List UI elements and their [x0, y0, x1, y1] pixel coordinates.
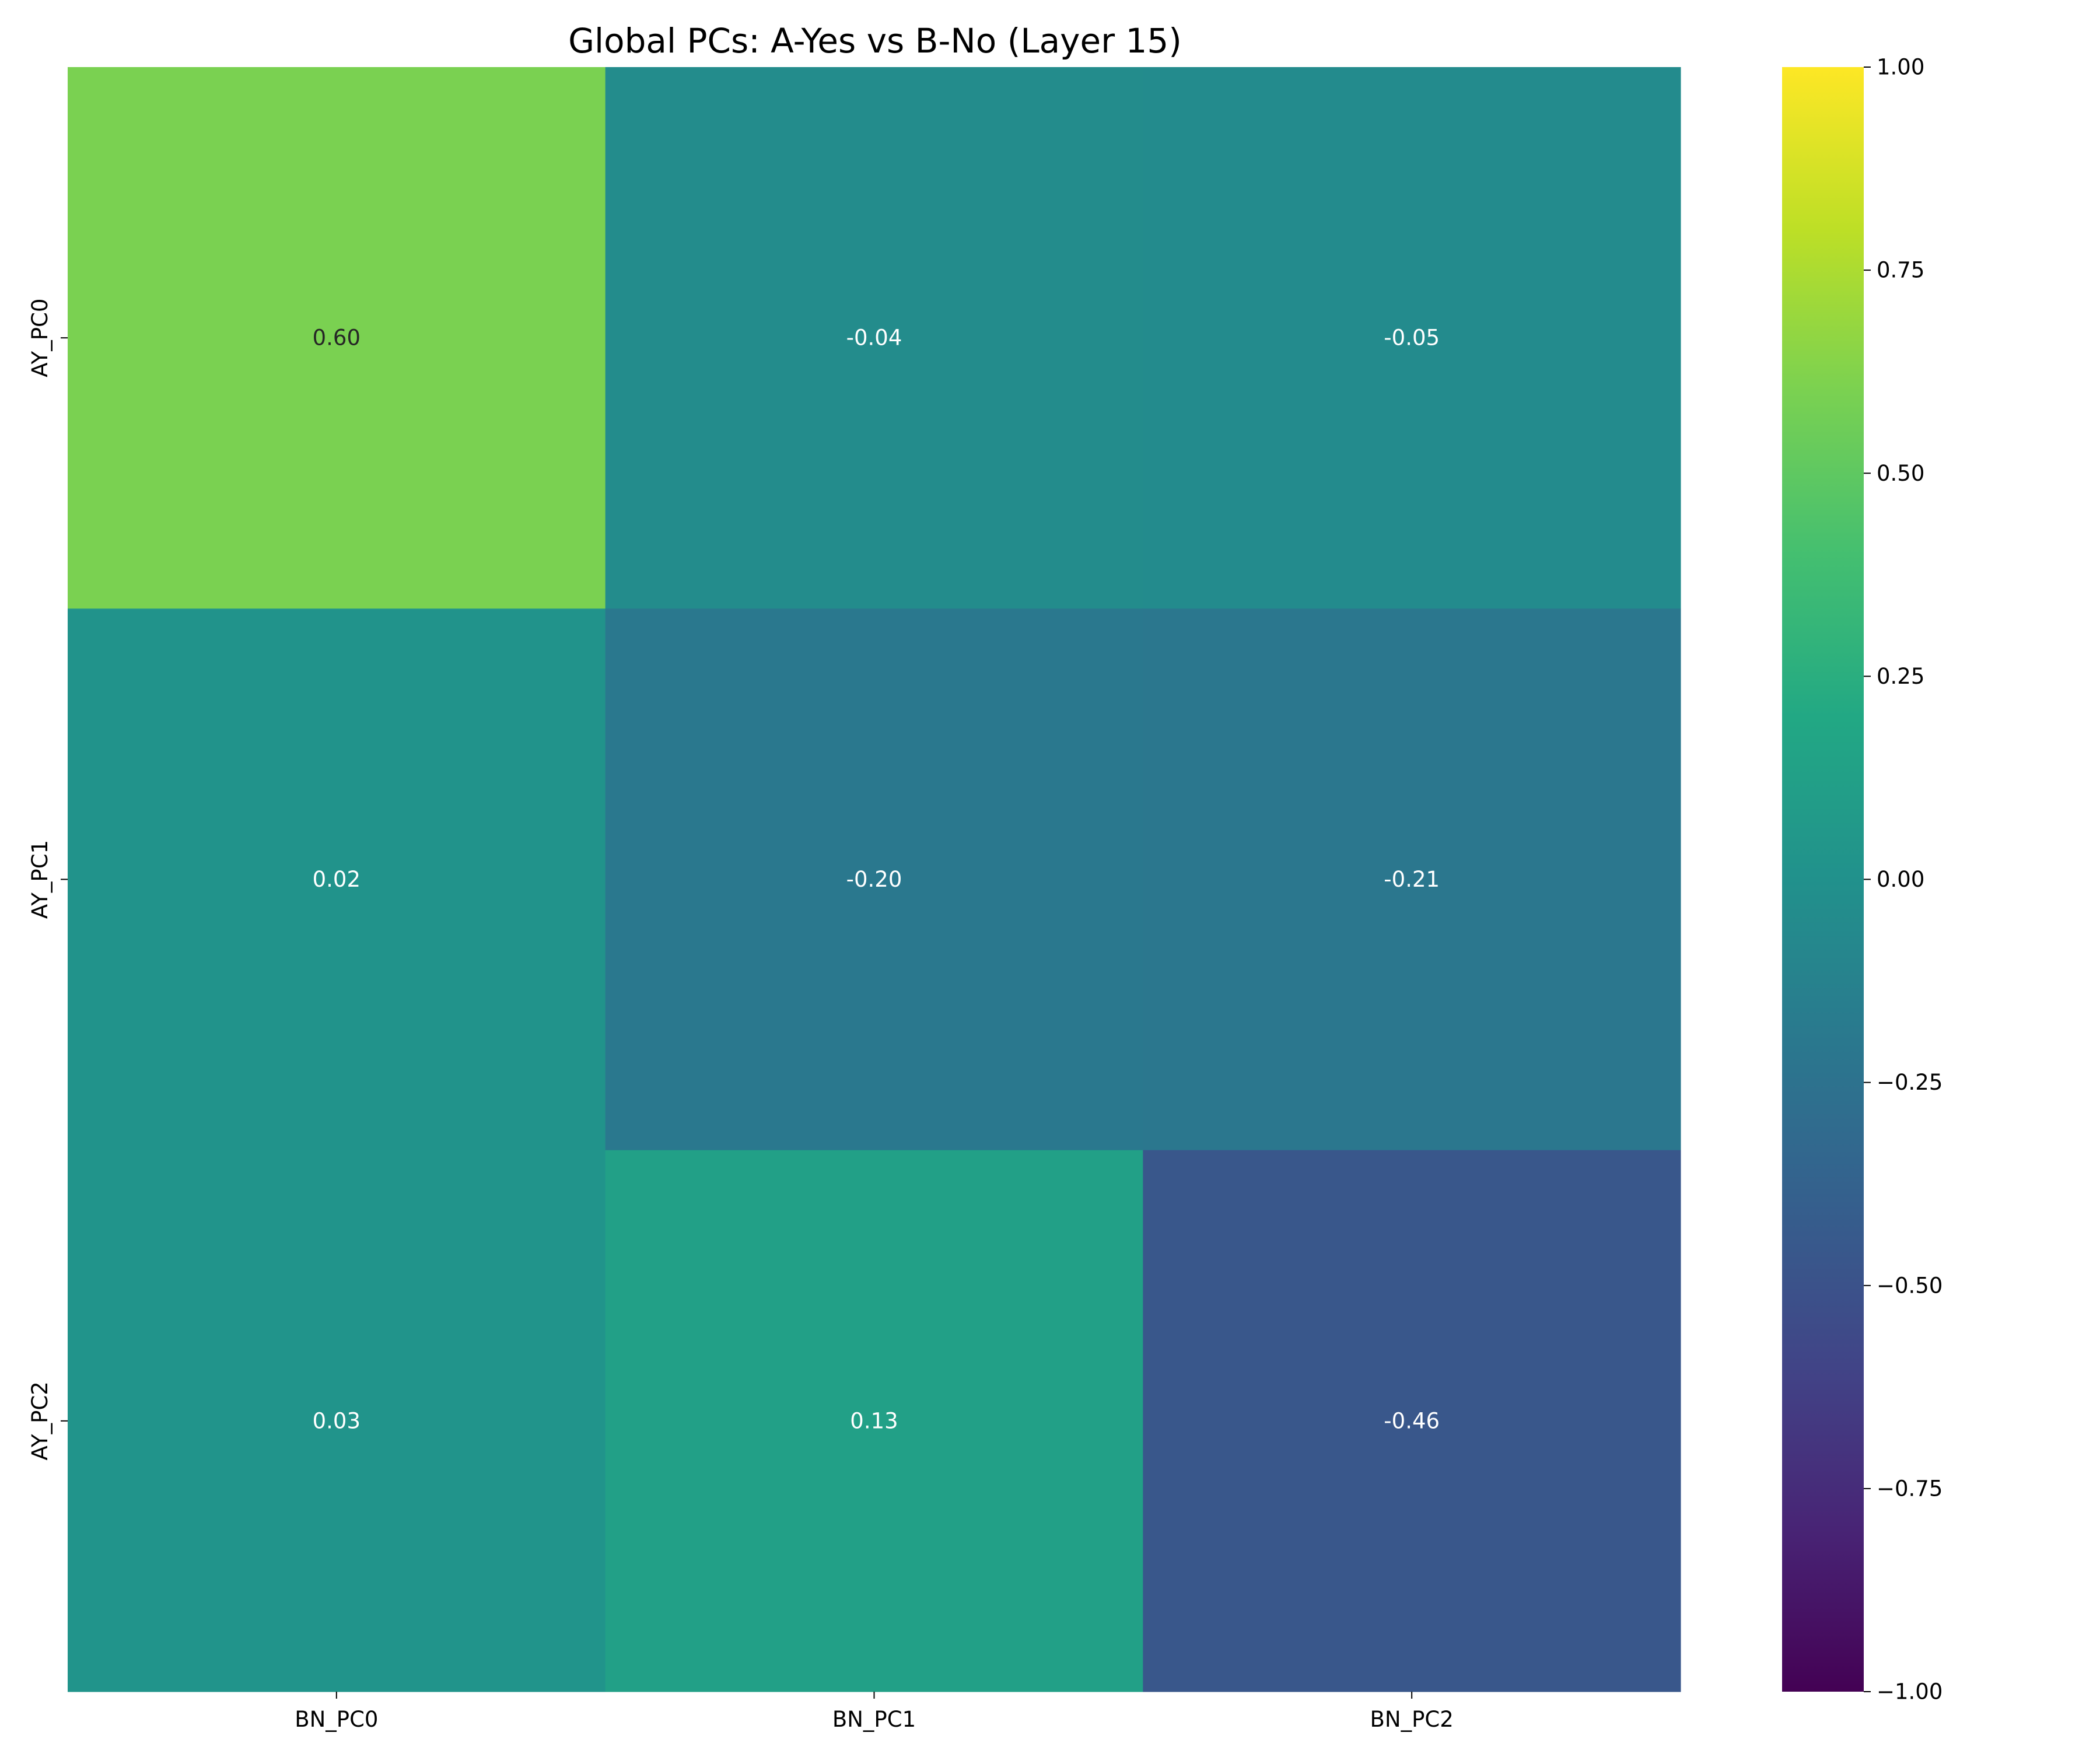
colorbar-gradient: [1782, 67, 1864, 1692]
cell-value-r2-c1: 0.13: [850, 1408, 898, 1433]
colorbar-tick-label-0: 1.00: [1877, 55, 1924, 80]
heatmap-cell-r0-c2: [1143, 67, 1681, 609]
heatmap-cell-labels: 0.60 -0.04 -0.05 0.02 -0.20 -0.21 0.03 0.13 -0.4…: [313, 326, 1440, 1434]
chart-title: Global PCs: A-Yes vs B-No (Layer 15): [568, 21, 1182, 61]
cell-value-r1-c1: -0.20: [846, 867, 902, 892]
cell-value-r0-c1: -0.04: [846, 326, 902, 351]
heatmap-cell-r0-c0: [68, 67, 606, 609]
colorbar-tick-label-5: −0.25: [1877, 1070, 1943, 1095]
heatmap-cell-r2-c1: [605, 1150, 1143, 1692]
heatmap-cells: [68, 67, 1681, 1692]
colorbar-tick-label-7: −0.75: [1877, 1476, 1943, 1501]
colorbar-tick-label-1: 0.75: [1877, 258, 1924, 283]
cell-value-r1-c2: -0.21: [1384, 867, 1440, 892]
colorbar-tick-label-4: 0.00: [1877, 867, 1924, 892]
y-tick-label-2: AY_PC2: [27, 1381, 52, 1460]
y-axis: AY_PC0 AY_PC1 AY_PC2: [27, 299, 68, 1460]
colorbar-tick-label-2: 0.50: [1877, 461, 1924, 486]
x-axis: BN_PC0 BN_PC1 BN_PC2: [295, 1692, 1454, 1732]
colorbar-tick-label-3: 0.25: [1877, 664, 1924, 689]
heatmap-cell-r2-c2: [1143, 1150, 1681, 1692]
x-tick-label-1: BN_PC1: [832, 1707, 916, 1732]
heatmap-cell-r1-c0: [68, 608, 606, 1151]
x-tick-label-2: BN_PC2: [1370, 1707, 1454, 1732]
cell-value-r2-c0: 0.03: [313, 1408, 360, 1433]
cell-value-r2-c2: -0.46: [1384, 1408, 1440, 1433]
heatmap-cell-r1-c2: [1143, 608, 1681, 1151]
cell-value-r0-c2: -0.05: [1384, 326, 1440, 351]
colorbar-tick-label-6: −0.50: [1877, 1273, 1943, 1298]
colorbar-tick-label-8: −1.00: [1877, 1679, 1943, 1704]
colorbar: 1.00 0.75 0.50 0.25 0.00 −0.25 −0.50 −0.75 −1.00: [1782, 55, 1943, 1704]
cell-value-r0-c0: 0.60: [313, 326, 360, 351]
cell-value-r1-c0: 0.02: [313, 867, 360, 892]
y-tick-label-1: AY_PC1: [27, 840, 52, 919]
heatmap-cell-r1-c1: [605, 608, 1143, 1151]
x-tick-label-0: BN_PC0: [295, 1707, 378, 1732]
heatmap-cell-r0-c1: [605, 67, 1143, 609]
y-tick-label-0: AY_PC0: [27, 299, 52, 377]
heatmap-cell-r2-c0: [68, 1150, 606, 1692]
